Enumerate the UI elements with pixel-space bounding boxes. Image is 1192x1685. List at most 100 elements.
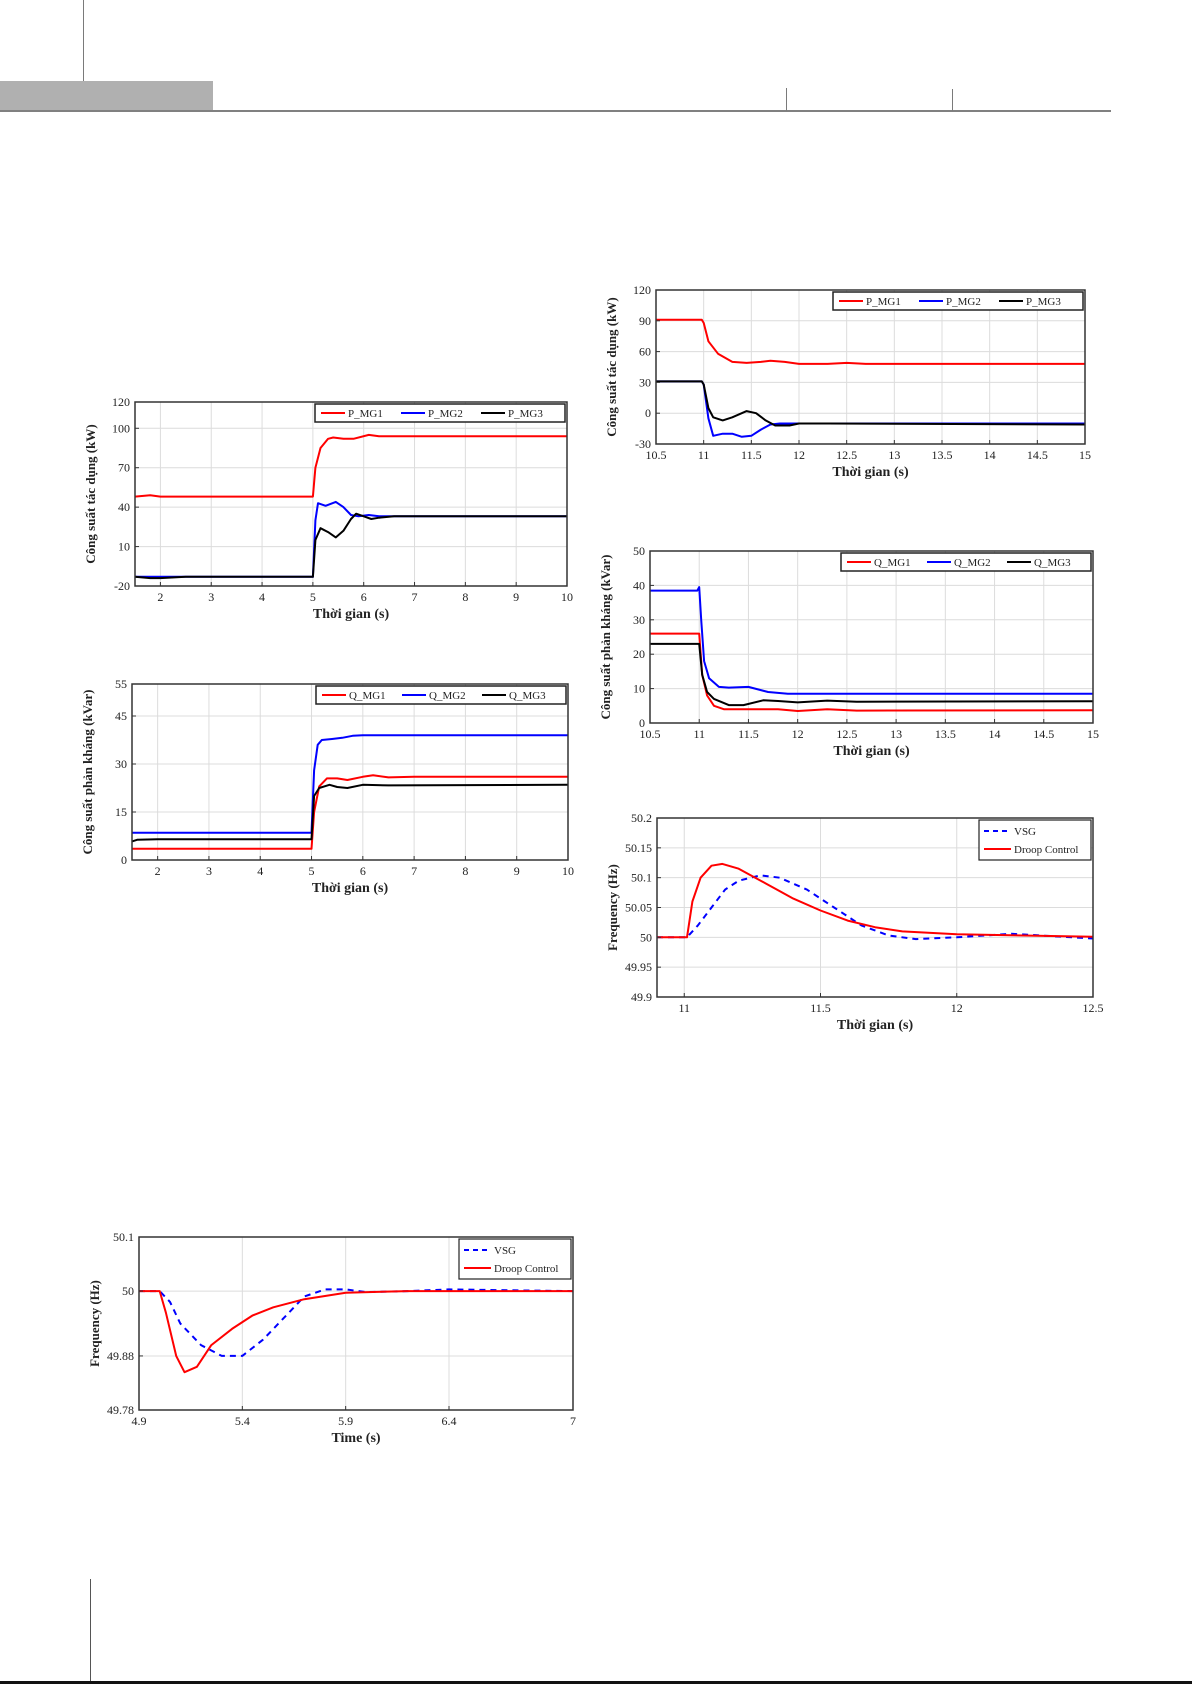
x-tick-label: 14 — [984, 448, 996, 462]
header-vertical-rule — [83, 0, 84, 82]
x-tick-label: 9 — [514, 864, 520, 878]
y-tick-label: 40 — [633, 578, 645, 592]
y-axis-label: Công suất tác dụng (kW) — [83, 424, 98, 563]
legend-box — [978, 819, 1092, 861]
series-line-p-mg3 — [134, 512, 567, 580]
x-axis-label: Thời gian (s) — [312, 881, 389, 896]
x-axis-label: Thời gian (s) — [833, 744, 910, 759]
x-tick-label: 5 — [309, 864, 315, 878]
y-tick-label: 90 — [639, 314, 651, 328]
x-tick-label: 6 — [360, 864, 366, 878]
y-tick-label: -20 — [114, 579, 130, 593]
legend-label: VSG — [494, 1245, 516, 1257]
x-tick-label: 5 — [310, 590, 316, 604]
x-tick-label: 11 — [698, 448, 710, 462]
series-line-q-mg1 — [132, 774, 568, 850]
footer-horizontal-rule — [0, 1681, 1192, 1684]
x-tick-label: 3 — [206, 864, 212, 878]
x-tick-label: 5.4 — [235, 1414, 250, 1428]
series-line-q-mg1 — [650, 632, 1094, 712]
x-tick-label: 12 — [792, 727, 804, 741]
y-tick-label: 30 — [115, 757, 127, 771]
x-tick-label: 11 — [693, 727, 705, 741]
x-tick-label: 13.5 — [932, 448, 953, 462]
x-tick-label: 2 — [157, 590, 163, 604]
x-tick-label: 3 — [208, 590, 214, 604]
header-divider-2 — [952, 89, 953, 111]
y-tick-label: 50 — [633, 544, 645, 558]
x-axis-label: Thời gian (s) — [832, 465, 909, 480]
x-tick-label: 15 — [1087, 727, 1099, 741]
series-line-droop-control — [139, 1290, 573, 1374]
legend-label: P_MG1 — [866, 296, 901, 308]
axes-frame — [649, 550, 1094, 724]
y-tick-label: 0 — [121, 853, 127, 867]
legend-box — [314, 403, 566, 423]
y-tick-label: 0 — [645, 406, 651, 420]
x-tick-label: 12.5 — [1083, 1001, 1104, 1015]
x-tick-label: 10 — [562, 864, 574, 878]
x-tick-label: 12 — [793, 448, 805, 462]
legend-label: Droop Control — [1014, 844, 1078, 856]
y-axis-label: Công suất phản kháng (kVar) — [598, 555, 613, 720]
y-tick-label: 50.1 — [113, 1230, 134, 1244]
y-tick-label: 20 — [633, 647, 645, 661]
y-tick-label: 49.95 — [625, 960, 652, 974]
x-tick-label: 12.5 — [836, 448, 857, 462]
y-axis-label: Frequency (Hz) — [87, 1280, 102, 1367]
legend-label: P_MG2 — [946, 296, 981, 308]
x-tick-label: 14 — [989, 727, 1001, 741]
x-tick-label: 13.5 — [935, 727, 956, 741]
x-axis-label: Thời gian (s) — [837, 1018, 914, 1033]
y-tick-label: 100 — [112, 421, 130, 435]
footer-vertical-rule — [90, 1579, 91, 1684]
x-tick-label: 4 — [257, 864, 263, 878]
y-tick-label: 50.05 — [625, 901, 652, 915]
series-line-droop-control — [657, 862, 1094, 939]
axes-frame — [134, 401, 568, 587]
f-right-group: 11 11.5 12 12.5 49.9 49.95 50 50.05 50.1 50.15 50.… — [605, 811, 1104, 1033]
x-tick-label: 14.5 — [1027, 448, 1048, 462]
legend-box — [840, 552, 1092, 572]
x-tick-label: 12.5 — [836, 727, 857, 741]
legend-label: P_MG3 — [508, 408, 543, 420]
y-tick-label: 50.15 — [625, 841, 652, 855]
x-tick-label: 13 — [890, 727, 902, 741]
p-left-group: 2 3 4 5 6 7 8 9 10 -20 10 40 70 100 120 Thời gian (s) Cô… — [83, 395, 573, 622]
y-tick-label: 70 — [118, 461, 130, 475]
plot-area — [132, 684, 568, 860]
series-line-p-mg3 — [656, 380, 1086, 427]
header-divider-1 — [786, 88, 787, 111]
y-tick-label: 10 — [633, 682, 645, 696]
y-axis-label: Frequency (Hz) — [605, 864, 620, 951]
x-tick-label: 8 — [462, 864, 468, 878]
y-tick-label: 50 — [122, 1284, 134, 1298]
axes-frame — [131, 683, 569, 861]
series-line-vsg — [139, 1288, 574, 1357]
x-tick-label: 4 — [259, 590, 265, 604]
legend-label: Q_MG1 — [874, 557, 911, 569]
legend-box — [458, 1238, 572, 1280]
x-tick-label: 12 — [951, 1001, 963, 1015]
x-tick-label: 7 — [412, 590, 418, 604]
y-tick-label: 49.88 — [107, 1349, 134, 1363]
header-horizontal-rule — [0, 110, 1111, 112]
x-tick-label: 5.9 — [338, 1414, 353, 1428]
y-tick-label: 50.1 — [631, 871, 652, 885]
x-tick-label: 10.5 — [646, 448, 667, 462]
y-tick-label: 60 — [639, 345, 651, 359]
series-line-q-mg3 — [131, 783, 569, 843]
y-tick-label: 55 — [115, 677, 127, 691]
x-tick-label: 11.5 — [738, 727, 759, 741]
x-axis-label: Thời gian (s) — [313, 607, 390, 622]
y-tick-label: -30 — [635, 437, 651, 451]
x-tick-label: 6 — [361, 590, 367, 604]
x-tick-label: 14.5 — [1033, 727, 1054, 741]
legend-label: VSG — [1014, 826, 1036, 838]
